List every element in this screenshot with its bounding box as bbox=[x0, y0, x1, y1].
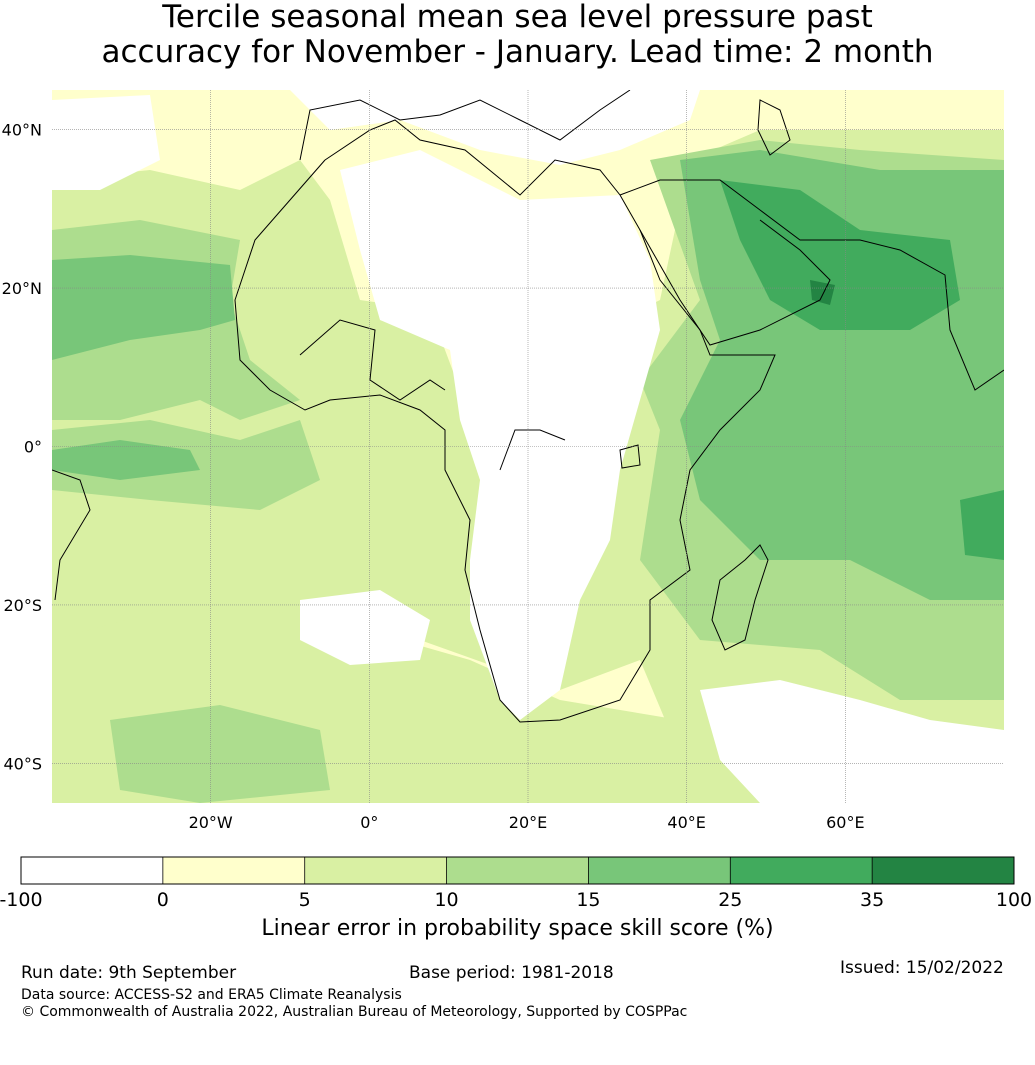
colorbar-segment bbox=[446, 857, 589, 884]
lat-tick-label: 0° bbox=[24, 438, 42, 457]
coastline-south-america bbox=[52, 469, 91, 601]
colorbar-segment bbox=[730, 857, 873, 884]
skill-region-dark-green-arabia bbox=[720, 180, 960, 330]
map-title: Tercile seasonal mean sea level pressure… bbox=[101, 0, 934, 70]
base-period: Base period: 1981-2018 bbox=[409, 963, 614, 983]
skill-region-green-south-atlantic bbox=[110, 705, 330, 803]
colorbar-tick-label: 35 bbox=[860, 889, 884, 911]
colorbar-tick-label: 5 bbox=[299, 889, 311, 911]
coastlines bbox=[52, 90, 1004, 723]
skill-region-mid-green-atlantic bbox=[52, 255, 235, 360]
coastline-caspian bbox=[757, 99, 791, 156]
colorbar-tick-label: 0 bbox=[157, 889, 169, 911]
run-date: Run date: 9th September bbox=[21, 963, 237, 983]
river-niger bbox=[299, 319, 446, 401]
colorbar-tick-label: -100 bbox=[0, 889, 43, 911]
skill-region-mid-green-east-atlantic bbox=[52, 440, 200, 480]
colorbar-tick-label: 15 bbox=[576, 889, 600, 911]
skill-region-white-europe bbox=[290, 90, 700, 165]
coastline-red-sea bbox=[639, 219, 831, 346]
skill-region-dark-green-south-indian bbox=[960, 490, 1004, 560]
skill-region-darkest-green bbox=[810, 280, 835, 305]
copyright-notice: © Commonwealth of Australia 2022, Austra… bbox=[21, 1004, 688, 1020]
issued-date: Issued: 15/02/2022 bbox=[840, 958, 1004, 978]
lat-tick-label: 40°N bbox=[2, 121, 42, 140]
lon-tick-label: 40°E bbox=[667, 813, 705, 832]
lon-tick-label: 0° bbox=[360, 813, 378, 832]
colorbar-segment bbox=[588, 857, 731, 884]
skill-region-white-southern-ocean bbox=[700, 680, 1004, 803]
colorbar-frame bbox=[20, 856, 1015, 885]
latitude-labels: 40°N 20°N 0° 20°S 40°S bbox=[2, 121, 42, 774]
colorbar-segment bbox=[304, 857, 447, 884]
lat-tick-label: 20°S bbox=[3, 596, 42, 615]
longitude-labels: 20°W 0° 20°E 40°E 60°E bbox=[189, 813, 865, 832]
lon-tick-label: 20°E bbox=[509, 813, 547, 832]
colorbar-tick-label: 10 bbox=[434, 889, 458, 911]
colorbar-segment bbox=[21, 857, 163, 884]
colorbar-tick-label: 100 bbox=[996, 889, 1032, 911]
skill-region-white-sahara bbox=[340, 150, 660, 720]
lat-tick-label: 40°S bbox=[3, 754, 42, 773]
coastline-africa bbox=[234, 119, 776, 723]
skill-region-white-south-atlantic bbox=[300, 590, 430, 665]
colorbar-tick-label: 25 bbox=[718, 889, 742, 911]
coastline-europe bbox=[299, 90, 631, 161]
river-congo bbox=[499, 429, 566, 471]
colorbar bbox=[20, 856, 1015, 885]
coastline-madagascar bbox=[711, 544, 769, 651]
gridlines bbox=[52, 90, 1004, 803]
colorbar-segment bbox=[872, 857, 1014, 884]
colorbar-title: Linear error in probability space skill … bbox=[261, 916, 774, 941]
lon-tick-label: 20°W bbox=[189, 813, 233, 832]
coastline-arabia bbox=[619, 179, 1004, 391]
colorbar-segment bbox=[162, 857, 305, 884]
colorbar-labels: -100 0 5 10 15 25 35 100 bbox=[0, 889, 1032, 911]
data-source: Data source: ACCESS-S2 and ERA5 Climate … bbox=[21, 987, 402, 1003]
lat-tick-label: 20°N bbox=[2, 279, 42, 298]
skill-region-white-north-atlantic bbox=[52, 95, 160, 190]
lon-tick-label: 60°E bbox=[826, 813, 864, 832]
